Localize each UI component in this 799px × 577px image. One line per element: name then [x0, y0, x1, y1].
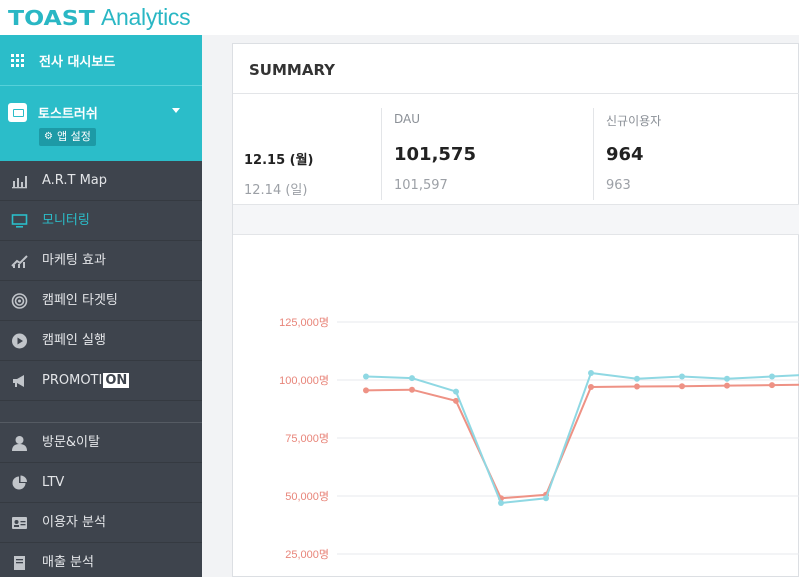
promotion-label: PROMOTI — [42, 373, 103, 388]
date-today: 12.15 (월) — [244, 153, 314, 168]
target-icon — [11, 293, 28, 309]
dau-label: DAU — [394, 112, 421, 126]
summary-header: SUMMARY — [233, 44, 799, 94]
sidebar-item-label: 마케팅 효과 — [42, 253, 106, 268]
sidebar-item-label: 매출 분석 — [42, 555, 94, 570]
sidebar-item-label: 모니터링 — [42, 213, 90, 228]
monitor-icon — [11, 214, 28, 228]
receipt-icon — [14, 556, 25, 570]
series-line — [365, 383, 799, 500]
logo-text: Analytics — [101, 4, 191, 30]
sidebar-item-visit-churn[interactable]: 방문&이탈 — [0, 423, 202, 463]
y-tick-label: 125,000명 — [279, 316, 329, 329]
sidebar-app-panel: 전사 대시보드 토스트러쉬 ⚙ 앱 설정 — [0, 35, 202, 161]
summary-stats: 12.15 (월) 12.14 (일) DAU 101,575 101,597 … — [233, 94, 799, 205]
data-point[interactable] — [679, 383, 685, 390]
data-point[interactable] — [409, 375, 415, 382]
y-tick-label: 25,000명 — [285, 548, 329, 561]
gear-icon: ⚙ — [44, 131, 53, 142]
sidebar-item-monitoring[interactable]: 모니터링 — [0, 201, 202, 241]
summary-panel: SUMMARY 12.15 (월) 12.14 (일) DAU 101,575 … — [232, 43, 799, 577]
data-point[interactable] — [769, 382, 775, 389]
trend-chart-icon — [11, 255, 28, 268]
sidebar: 전사 대시보드 토스트러쉬 ⚙ 앱 설정 A.R.T Map 모니터링 마케팅 … — [0, 35, 202, 577]
sidebar-item-label: 이용자 분석 — [42, 515, 106, 530]
section-divider — [233, 205, 799, 235]
sidebar-item-label: A.R.T Map — [42, 173, 108, 188]
dau-column: DAU 101,575 101,597 — [381, 108, 593, 200]
data-point[interactable] — [588, 370, 594, 376]
data-point[interactable] — [588, 384, 594, 390]
app-icon — [8, 103, 27, 122]
date-prev: 12.14 (일) — [244, 183, 308, 198]
dashboard-label: 전사 대시보드 — [39, 54, 116, 70]
data-point[interactable] — [543, 495, 549, 502]
sidebar-item-marketing[interactable]: 마케팅 효과 — [0, 241, 202, 281]
app-settings-button[interactable]: ⚙ 앱 설정 — [39, 128, 96, 146]
data-point[interactable] — [453, 397, 459, 404]
sidebar-item-label: 방문&이탈 — [42, 435, 100, 450]
dau-prev: 101,597 — [394, 178, 448, 193]
play-icon — [12, 333, 27, 349]
dau-chart: 125,000명 100,000명 75,000명 50,000명 25,000명 — [233, 235, 799, 577]
on-badge: ON — [103, 373, 130, 388]
sidebar-item-promotion[interactable]: PROMOTI ON — [0, 361, 202, 401]
y-tick-label: 75,000명 — [285, 432, 329, 445]
data-point[interactable] — [724, 382, 730, 389]
top-bar: TOAST Analytics — [0, 0, 799, 35]
data-point[interactable] — [363, 373, 369, 380]
sidebar-item-label: PROMOTI ON — [42, 361, 130, 401]
data-point[interactable] — [453, 388, 459, 395]
y-tick-label: 50,000명 — [285, 490, 329, 503]
new-users-prev: 963 — [606, 178, 631, 193]
id-card-icon — [12, 517, 27, 529]
data-point[interactable] — [409, 386, 415, 393]
sidebar-dashboard-link[interactable]: 전사 대시보드 — [0, 35, 202, 86]
sidebar-item-label: 캠페인 실행 — [42, 333, 106, 348]
new-users-column: 신규이용자 964 963 — [593, 108, 799, 200]
app-settings-label: 앱 설정 — [56, 130, 91, 143]
new-users-label: 신규이용자 — [606, 114, 662, 128]
data-point[interactable] — [634, 375, 640, 382]
bar-chart-icon — [12, 176, 27, 189]
brand-logo[interactable]: TOAST Analytics — [8, 0, 191, 35]
date-column: 12.15 (월) 12.14 (일) — [233, 108, 381, 200]
app-name: 토스트러쉬 — [38, 107, 98, 122]
sidebar-divider — [0, 401, 202, 423]
data-point[interactable] — [769, 373, 775, 380]
dau-today: 101,575 — [394, 144, 476, 165]
sidebar-item-label: 캠페인 타겟팅 — [42, 293, 118, 308]
summary-title: SUMMARY — [249, 61, 336, 79]
sidebar-item-campaign-run[interactable]: 캠페인 실행 — [0, 321, 202, 361]
data-point[interactable] — [363, 387, 369, 394]
sidebar-menu: A.R.T Map 모니터링 마케팅 효과 캠페인 타겟팅 캠페인 실행 PRO… — [0, 161, 202, 577]
sidebar-item-user-analysis[interactable]: 이용자 분석 — [0, 503, 202, 543]
data-point[interactable] — [498, 500, 504, 506]
chevron-down-icon[interactable] — [172, 108, 180, 113]
sidebar-item-campaign-targeting[interactable]: 캠페인 타겟팅 — [0, 281, 202, 321]
chart-canvas: 125,000명 100,000명 75,000명 50,000명 25,000명 — [279, 316, 799, 561]
sidebar-item-ltv[interactable]: LTV — [0, 463, 202, 503]
sidebar-item-art-map[interactable]: A.R.T Map — [0, 161, 202, 201]
data-point[interactable] — [634, 383, 640, 390]
user-icon — [12, 436, 27, 451]
data-point[interactable] — [679, 373, 685, 380]
sidebar-item-sales-analysis[interactable]: 매출 분석 — [0, 543, 202, 577]
pie-chart-icon — [12, 475, 27, 490]
sidebar-item-label: LTV — [42, 475, 65, 490]
app-selector[interactable]: 토스트러쉬 ⚙ 앱 설정 — [0, 86, 202, 161]
megaphone-icon — [13, 375, 24, 387]
y-tick-label: 100,000명 — [279, 374, 329, 387]
logo-mark: TOAST — [8, 5, 95, 30]
grid-icon — [11, 53, 24, 67]
data-point[interactable] — [724, 375, 730, 382]
new-users-today: 964 — [606, 144, 644, 165]
